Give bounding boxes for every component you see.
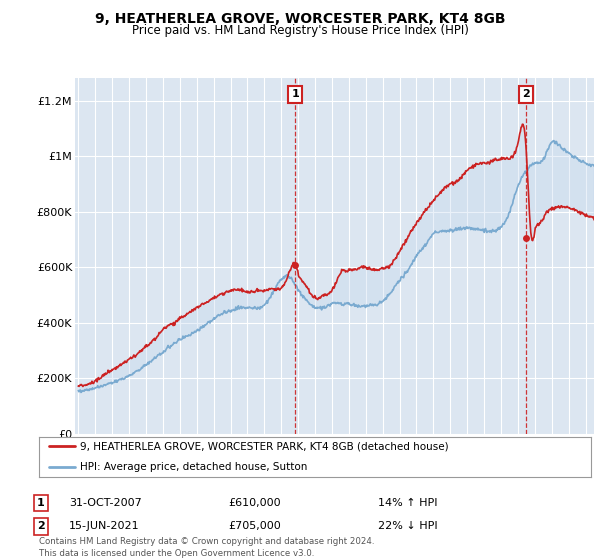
Text: 31-OCT-2007: 31-OCT-2007 xyxy=(69,498,142,508)
Text: Price paid vs. HM Land Registry's House Price Index (HPI): Price paid vs. HM Land Registry's House … xyxy=(131,24,469,36)
Text: 9, HEATHERLEA GROVE, WORCESTER PARK, KT4 8GB: 9, HEATHERLEA GROVE, WORCESTER PARK, KT4… xyxy=(95,12,505,26)
Text: £610,000: £610,000 xyxy=(228,498,281,508)
Text: £705,000: £705,000 xyxy=(228,521,281,531)
Text: 15-JUN-2021: 15-JUN-2021 xyxy=(69,521,140,531)
Text: 2: 2 xyxy=(37,521,44,531)
Text: 2: 2 xyxy=(522,90,530,100)
Text: Contains HM Land Registry data © Crown copyright and database right 2024.
This d: Contains HM Land Registry data © Crown c… xyxy=(39,537,374,558)
Text: 1: 1 xyxy=(292,90,299,100)
Text: 22% ↓ HPI: 22% ↓ HPI xyxy=(378,521,437,531)
Text: HPI: Average price, detached house, Sutton: HPI: Average price, detached house, Sutt… xyxy=(80,463,308,473)
Text: 1: 1 xyxy=(37,498,44,508)
Text: 9, HEATHERLEA GROVE, WORCESTER PARK, KT4 8GB (detached house): 9, HEATHERLEA GROVE, WORCESTER PARK, KT4… xyxy=(80,441,449,451)
Text: 14% ↑ HPI: 14% ↑ HPI xyxy=(378,498,437,508)
